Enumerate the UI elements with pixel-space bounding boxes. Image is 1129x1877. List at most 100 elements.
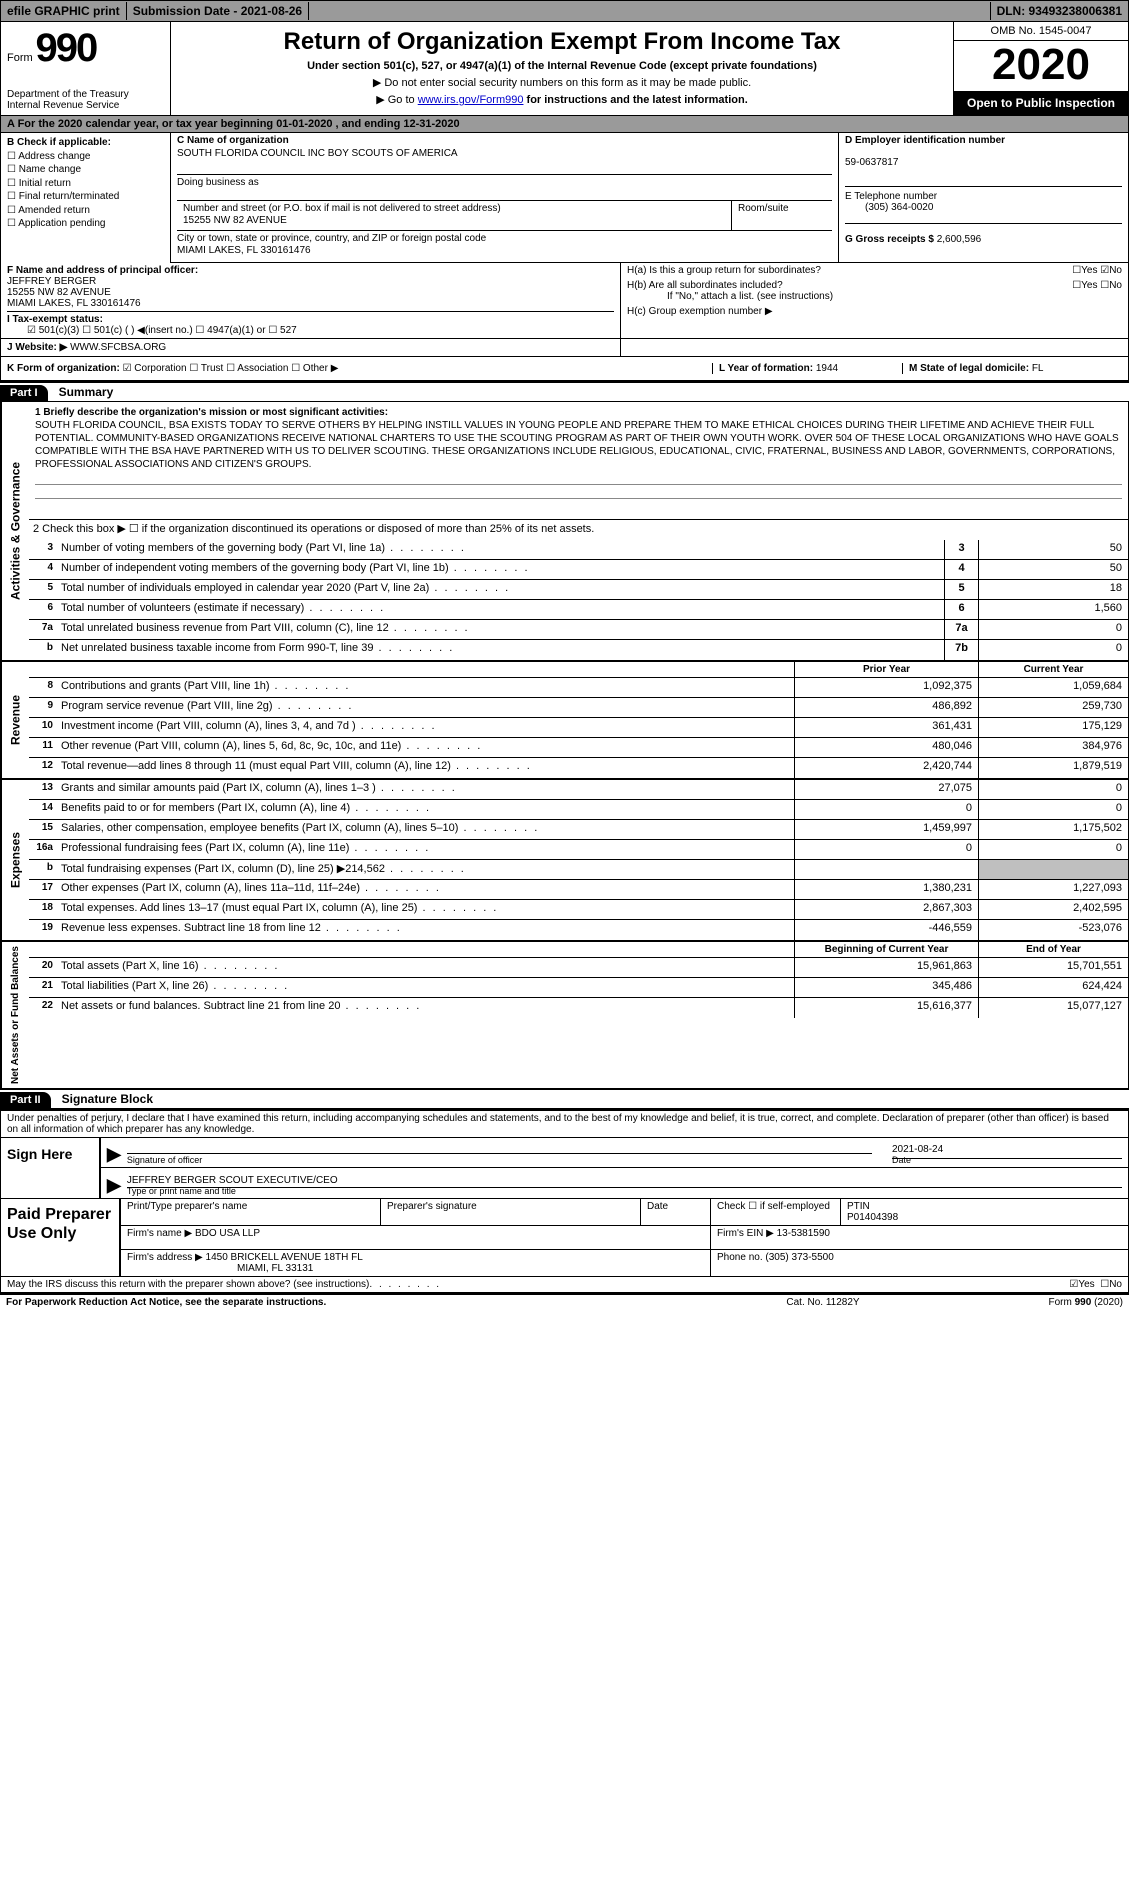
current-year-value: 384,976 (978, 738, 1128, 757)
firm-name-cell: Firm's name ▶ BDO USA LLP (121, 1226, 711, 1249)
chk-address[interactable]: ☐ Address change (7, 150, 164, 164)
prior-year-value: 15,616,377 (794, 998, 978, 1018)
mission-block: 1 Briefly describe the organization's mi… (29, 402, 1128, 520)
city-value: MIAMI LAKES, FL 330161476 (177, 245, 311, 256)
row-j: J Website: ▶ WWW.SFCBSA.ORG (0, 339, 1129, 357)
ein-value: 59-0637817 (845, 157, 898, 168)
part2-title: Signature Block (54, 1090, 161, 1108)
line-number: 22 (29, 998, 57, 1018)
table-row: 18 Total expenses. Add lines 13–17 (must… (29, 900, 1128, 920)
line-number: 15 (29, 820, 57, 839)
l-label: L Year of formation: (719, 363, 813, 374)
part1-bar: Part I Summary (0, 381, 1129, 402)
current-year-value: 15,077,127 (978, 998, 1128, 1018)
sig-date-value: 2021-08-24 (892, 1144, 1122, 1155)
current-year-value: 0 (978, 840, 1128, 859)
prep-name-label: Print/Type preparer's name (121, 1199, 381, 1225)
gov-row: b Net unrelated business taxable income … (29, 640, 1128, 660)
net-assets-section: Net Assets or Fund Balances Beginning of… (0, 942, 1129, 1090)
line-number: 21 (29, 978, 57, 997)
line-number: 10 (29, 718, 57, 737)
current-year-value (978, 860, 1128, 879)
section-c: C Name of organization SOUTH FLORIDA COU… (171, 133, 838, 262)
line-desc: Program service revenue (Part VIII, line… (57, 698, 794, 717)
firm-ein-label: Firm's EIN ▶ (717, 1228, 774, 1239)
col-headers: Prior Year Current Year (29, 662, 1128, 678)
ha-yes[interactable]: ☐Yes (1072, 265, 1097, 276)
may-yes[interactable]: ☑Yes (1069, 1279, 1094, 1290)
line-desc: Total revenue—add lines 8 through 11 (mu… (57, 758, 794, 778)
firm-ein-value: 13-5381590 (777, 1228, 830, 1239)
prior-year-value: 486,892 (794, 698, 978, 717)
irs-label: Internal Revenue Service (7, 100, 164, 111)
line-number: 18 (29, 900, 57, 919)
officer-addr2: MIAMI LAKES, FL 330161476 (7, 298, 141, 309)
omb-number: OMB No. 1545-0047 (954, 22, 1128, 41)
signature-block: Under penalties of perjury, I declare th… (0, 1109, 1129, 1277)
section-deg: D Employer identification number 59-0637… (838, 133, 1128, 262)
line-desc: Salaries, other compensation, employee b… (57, 820, 794, 839)
prep-self-employed[interactable]: Check ☐ if self-employed (711, 1199, 841, 1225)
firm-phone-value: (305) 373-5500 (765, 1252, 833, 1263)
line-desc: Net unrelated business taxable income fr… (57, 640, 944, 660)
prior-year-value (794, 860, 978, 879)
current-year-value: 2,402,595 (978, 900, 1128, 919)
line-box: 3 (944, 540, 978, 559)
table-row: 8 Contributions and grants (Part VIII, l… (29, 678, 1128, 698)
line-value: 1,560 (978, 600, 1128, 619)
gov-row: 6 Total number of volunteers (estimate i… (29, 600, 1128, 620)
phone-value: (305) 364-0020 (845, 202, 933, 213)
prior-year-value: 345,486 (794, 978, 978, 997)
hb-no[interactable]: ☐No (1100, 280, 1122, 291)
revenue-section: Revenue Prior Year Current Year 8 Contri… (0, 662, 1129, 780)
firm-addr-label: Firm's address ▶ (127, 1252, 203, 1263)
ha-no[interactable]: ☑No (1100, 265, 1122, 276)
chk-amended[interactable]: ☐ Amended return (7, 204, 164, 218)
dln: DLN: 93493238006381 (990, 2, 1128, 20)
prior-year-value: -446,559 (794, 920, 978, 940)
chk-name[interactable]: ☐ Name change (7, 163, 164, 177)
hdr-end-year: End of Year (978, 942, 1128, 957)
prior-year-value: 0 (794, 840, 978, 859)
hb-note: If "No," attach a list. (see instruction… (627, 291, 1122, 302)
irs-link[interactable]: www.irs.gov/Form990 (418, 94, 524, 106)
section-fh: F Name and address of principal officer:… (0, 263, 1129, 339)
officer-addr1: 15255 NW 82 AVENUE (7, 287, 111, 298)
side-expenses: Expenses (1, 780, 29, 940)
table-row: 11 Other revenue (Part VIII, column (A),… (29, 738, 1128, 758)
may-no[interactable]: ☐No (1100, 1279, 1122, 1290)
room-label: Room/suite (732, 201, 832, 230)
firm-addr-value: 1450 BRICKELL AVENUE 18TH FL (206, 1252, 363, 1263)
header-left: Form 990 Department of the Treasury Inte… (1, 22, 171, 115)
form-label: Form (7, 52, 33, 64)
current-year-value: 15,701,551 (978, 958, 1128, 977)
ha-label: H(a) Is this a group return for subordin… (627, 265, 821, 276)
line-box: 4 (944, 560, 978, 579)
line-desc: Total unrelated business revenue from Pa… (57, 620, 944, 639)
ptin-cell: PTIN P01404398 (841, 1199, 1128, 1225)
form-subtitle: Under section 501(c), 527, or 4947(a)(1)… (179, 60, 945, 72)
chk-final[interactable]: ☐ Final return/terminated (7, 190, 164, 204)
part1-title: Summary (51, 383, 122, 401)
hb-yes[interactable]: ☐Yes (1072, 280, 1097, 291)
l-value: 1944 (816, 363, 838, 374)
table-row: 16a Professional fundraising fees (Part … (29, 840, 1128, 860)
officer-name-title: JEFFREY BERGER SCOUT EXECUTIVE/CEO (127, 1175, 1122, 1186)
line-number: 17 (29, 880, 57, 899)
chk-pending[interactable]: ☐ Application pending (7, 217, 164, 231)
officer-name: JEFFREY BERGER (7, 276, 96, 287)
chk-initial[interactable]: ☐ Initial return (7, 177, 164, 191)
header-mid: Return of Organization Exempt From Incom… (171, 22, 953, 115)
may-irs-text: May the IRS discuss this return with the… (7, 1279, 369, 1290)
side-net-assets: Net Assets or Fund Balances (1, 942, 29, 1088)
line-desc: Number of independent voting members of … (57, 560, 944, 579)
arrow2-pre: ▶ Go to (376, 94, 417, 106)
section-cd: C Name of organization SOUTH FLORIDA COU… (171, 133, 1128, 263)
line-value: 18 (978, 580, 1128, 599)
line-desc: Revenue less expenses. Subtract line 18 … (57, 920, 794, 940)
line-value: 0 (978, 640, 1128, 660)
ptin-label: PTIN (847, 1201, 870, 1212)
firm-addr-value2: MIAMI, FL 33131 (127, 1263, 313, 1274)
hc-label: H(c) Group exemption number ▶ (627, 306, 1122, 317)
current-year-value: 1,879,519 (978, 758, 1128, 778)
